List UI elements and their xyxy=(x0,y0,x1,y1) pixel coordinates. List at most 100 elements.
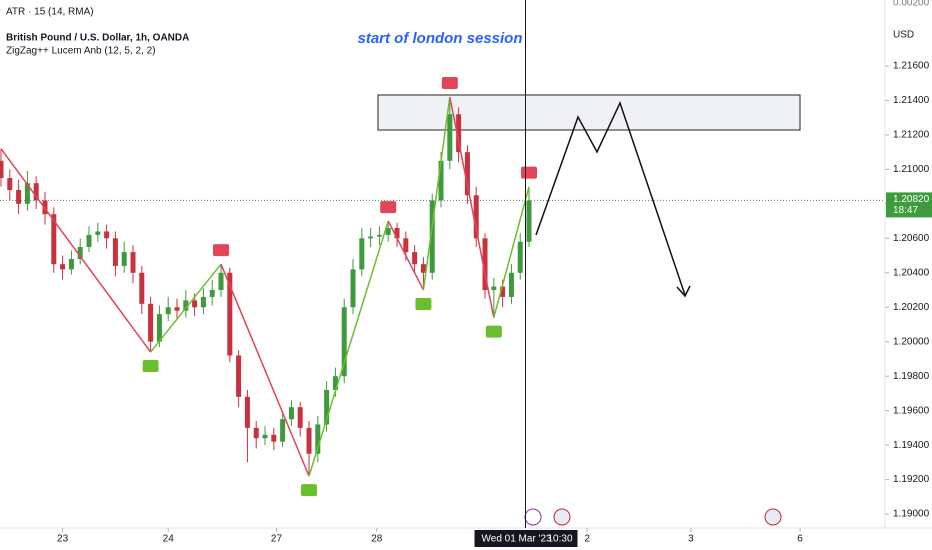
candle-body xyxy=(456,114,462,153)
candle-body xyxy=(491,286,497,291)
indicator-header: ATR · 15 (14, RMA) xyxy=(6,7,94,18)
candle-body xyxy=(297,407,303,428)
candle-body xyxy=(359,238,365,270)
crosshair-date: Wed 01 Mar '23 xyxy=(482,534,553,545)
candle-body xyxy=(508,272,514,297)
candle-body xyxy=(192,300,198,308)
candle-body xyxy=(244,396,250,428)
y-tick-label: 1.19600 xyxy=(893,405,930,416)
zigzag-pivot-label xyxy=(142,360,159,373)
projection-drawing xyxy=(535,100,686,296)
plot-area xyxy=(0,77,885,497)
event-icon[interactable] xyxy=(524,508,542,526)
y-tick-label: 1.19200 xyxy=(893,474,930,485)
zigzag-pivot-label xyxy=(485,325,502,338)
y-tick-label: 1.21400 xyxy=(893,95,930,106)
candle-body xyxy=(33,183,39,201)
candle-body xyxy=(332,376,338,390)
candle-body xyxy=(218,272,224,291)
candle-body xyxy=(7,178,13,191)
zigzag-segment xyxy=(422,96,451,291)
x-tick-label: 6 xyxy=(797,534,803,545)
candle-body xyxy=(165,307,171,315)
candle-body xyxy=(148,303,154,342)
x-tick-label: 2 xyxy=(584,534,590,545)
candle-body xyxy=(464,152,470,196)
candle-body xyxy=(420,264,426,273)
candle-body xyxy=(280,419,286,442)
candle-body xyxy=(429,200,435,273)
candle-body xyxy=(77,246,83,260)
zigzag-segment xyxy=(220,263,310,477)
x-tick-label: 27 xyxy=(271,534,283,545)
y-tick-label: 1.20000 xyxy=(893,336,930,347)
candle-body xyxy=(447,114,453,161)
candle-body xyxy=(306,427,312,454)
candle-body xyxy=(394,227,400,239)
x-tick-label: 23 xyxy=(57,534,69,545)
candle-body xyxy=(350,269,356,308)
candle-body xyxy=(24,183,30,204)
zigzag-pivot-label xyxy=(441,77,458,90)
candle-body xyxy=(209,290,215,297)
zigzag-pivot-label xyxy=(380,201,397,214)
candle-body xyxy=(526,200,532,242)
candle-body xyxy=(482,238,488,291)
zigzag-segment xyxy=(0,148,152,353)
last-price-box xyxy=(886,192,932,218)
candle-body xyxy=(253,427,259,439)
annotation: start of london session xyxy=(357,30,522,47)
y-tick-label: 1.21200 xyxy=(893,130,930,141)
candle-body xyxy=(438,160,444,201)
candle-body xyxy=(95,231,101,235)
zigzag-pivot-label xyxy=(415,298,432,311)
candle-body xyxy=(262,434,268,439)
candle-body xyxy=(0,160,4,179)
candle-body xyxy=(517,241,523,273)
zigzag-pivot-label xyxy=(213,244,230,257)
x-tick-label: 28 xyxy=(371,534,383,545)
candle-body xyxy=(500,286,506,297)
countdown-label: 18:47 xyxy=(893,205,918,216)
candle-body xyxy=(376,234,382,237)
currency-label: USD xyxy=(893,30,914,41)
zigzag-segment xyxy=(150,263,222,353)
projection-arrowhead xyxy=(676,285,691,298)
y-tick-label: 1.21600 xyxy=(893,61,930,72)
candle-body xyxy=(68,259,74,270)
candle-body xyxy=(271,434,277,442)
last-price-label: 1.20820 xyxy=(893,194,930,205)
candle-body xyxy=(403,238,409,253)
candle-body xyxy=(368,236,374,239)
candle-body xyxy=(236,355,242,397)
candle-body xyxy=(130,252,136,273)
y-tick-label: 1.19000 xyxy=(893,509,930,520)
candle-body xyxy=(200,296,206,308)
zigzag-segment xyxy=(493,186,530,318)
crosshair-time: 10:30 xyxy=(548,534,573,545)
candle-body xyxy=(60,264,66,270)
candle-body xyxy=(412,252,418,265)
candle-body xyxy=(174,307,180,311)
candle-body xyxy=(112,238,118,266)
candle-body xyxy=(16,190,22,204)
supply-zone-box xyxy=(377,94,801,131)
y-tick-label: 1.20600 xyxy=(893,233,930,244)
candle-body xyxy=(121,252,127,266)
x-tick-label: 24 xyxy=(163,534,175,545)
us-flag-icon[interactable] xyxy=(553,508,571,526)
candle-body xyxy=(156,314,162,342)
zigzag-segment xyxy=(308,220,389,477)
crosshair-label-box xyxy=(474,530,578,547)
candle-body xyxy=(86,234,92,247)
candle-body xyxy=(473,195,479,239)
y-tick-label: 1.19400 xyxy=(893,440,930,451)
candle-body xyxy=(139,272,145,304)
chart-title: British Pound / U.S. Dollar, 1h, OANDA xyxy=(6,33,189,44)
us-flag-icon[interactable] xyxy=(764,508,782,526)
y-tick-label: 1.21000 xyxy=(893,164,930,175)
zigzag-segment xyxy=(387,220,425,291)
candle-body xyxy=(288,407,294,420)
